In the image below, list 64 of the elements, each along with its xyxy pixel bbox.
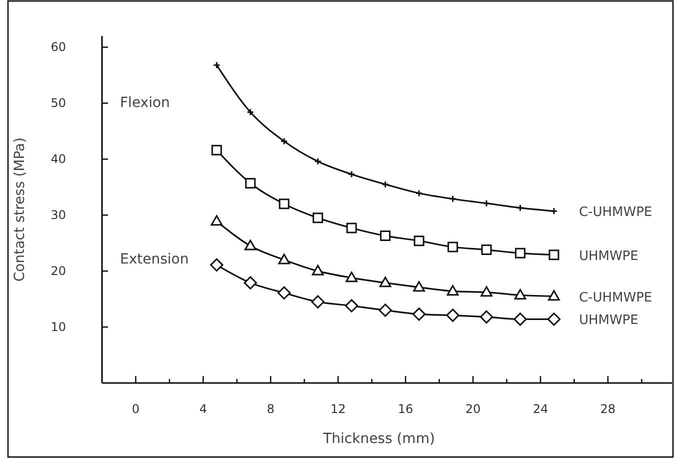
series-label: UHMWPE xyxy=(578,248,638,264)
point xyxy=(482,200,490,208)
annotation: Extension xyxy=(120,251,189,268)
point xyxy=(380,230,391,242)
x-tick-label: 0 xyxy=(132,402,140,416)
series-label: C-UHMWPE xyxy=(578,205,652,220)
point xyxy=(415,190,423,198)
point xyxy=(278,198,290,210)
point xyxy=(446,285,459,296)
point xyxy=(413,281,425,292)
point xyxy=(245,178,256,188)
point xyxy=(516,204,524,212)
point xyxy=(344,299,358,312)
point xyxy=(278,286,291,300)
x-tick-label: 20 xyxy=(465,402,481,416)
y-tick-label: 40 xyxy=(50,152,66,166)
point xyxy=(312,212,324,224)
x-axis-title: Thickness (mm) xyxy=(322,431,435,447)
x-tick-label: 12 xyxy=(330,402,346,416)
point xyxy=(314,158,322,166)
point xyxy=(246,108,254,116)
point xyxy=(548,290,560,301)
point xyxy=(311,295,324,308)
point xyxy=(348,170,356,178)
point xyxy=(379,276,392,288)
annotation: Flexion xyxy=(120,95,170,112)
x-tick-label: 28 xyxy=(600,402,616,416)
point xyxy=(312,264,324,276)
point xyxy=(547,312,561,326)
y-tick-label: 50 xyxy=(50,96,66,110)
point xyxy=(514,288,526,300)
point xyxy=(346,272,358,282)
point xyxy=(346,222,357,234)
point xyxy=(548,250,560,260)
point xyxy=(481,244,492,256)
point xyxy=(448,242,458,252)
point xyxy=(378,304,392,317)
y-axis-title: Contact stress (MPa) xyxy=(12,137,28,282)
x-tick-label: 24 xyxy=(532,402,548,416)
point xyxy=(446,308,460,322)
point xyxy=(280,137,288,145)
point xyxy=(244,240,256,250)
x-tick-label: 8 xyxy=(266,402,274,416)
point xyxy=(480,310,494,324)
y-tick-label: 10 xyxy=(50,320,66,334)
y-tick-label: 30 xyxy=(50,208,66,222)
point xyxy=(449,195,457,203)
y-tick-label: 20 xyxy=(50,264,66,278)
point xyxy=(244,276,257,290)
point xyxy=(210,258,224,272)
point xyxy=(211,144,222,156)
x-tick-label: 4 xyxy=(199,402,208,416)
series-label: C-UHMWPE xyxy=(578,290,652,306)
point xyxy=(414,236,424,246)
point xyxy=(382,180,390,188)
y-tick-label: 60 xyxy=(50,40,66,54)
point xyxy=(514,312,527,326)
point xyxy=(514,248,526,258)
point xyxy=(210,215,223,226)
x-tick-label: 16 xyxy=(398,402,414,416)
point xyxy=(480,286,492,297)
point xyxy=(412,308,426,321)
series-label: UHMWPE xyxy=(578,313,638,328)
point xyxy=(278,254,290,264)
